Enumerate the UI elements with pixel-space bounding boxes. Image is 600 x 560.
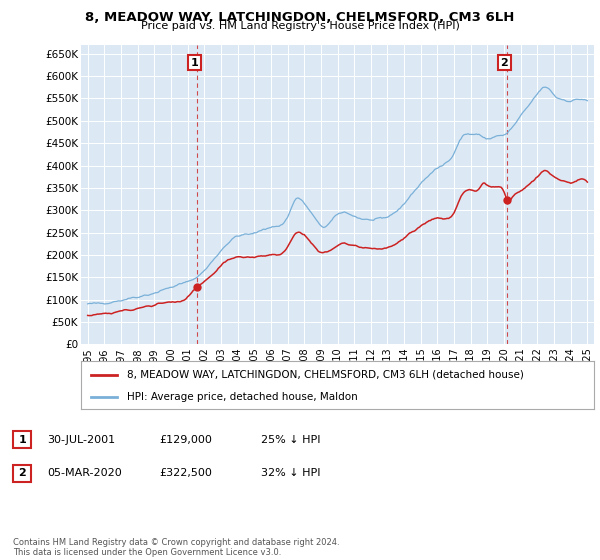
Text: 1: 1: [191, 58, 199, 68]
Text: 8, MEADOW WAY, LATCHINGDON, CHELMSFORD, CM3 6LH: 8, MEADOW WAY, LATCHINGDON, CHELMSFORD, …: [85, 11, 515, 24]
Text: £322,500: £322,500: [159, 468, 212, 478]
Text: 05-MAR-2020: 05-MAR-2020: [47, 468, 122, 478]
Text: 30-JUL-2001: 30-JUL-2001: [47, 435, 115, 445]
Text: HPI: Average price, detached house, Maldon: HPI: Average price, detached house, Mald…: [127, 392, 358, 402]
Text: £129,000: £129,000: [159, 435, 212, 445]
Text: 25% ↓ HPI: 25% ↓ HPI: [261, 435, 320, 445]
Text: 1: 1: [19, 435, 26, 445]
Text: 8, MEADOW WAY, LATCHINGDON, CHELMSFORD, CM3 6LH (detached house): 8, MEADOW WAY, LATCHINGDON, CHELMSFORD, …: [127, 370, 524, 380]
Text: Price paid vs. HM Land Registry's House Price Index (HPI): Price paid vs. HM Land Registry's House …: [140, 21, 460, 31]
Text: Contains HM Land Registry data © Crown copyright and database right 2024.
This d: Contains HM Land Registry data © Crown c…: [13, 538, 340, 557]
Text: 2: 2: [19, 468, 26, 478]
Text: 2: 2: [500, 58, 508, 68]
Text: 32% ↓ HPI: 32% ↓ HPI: [261, 468, 320, 478]
